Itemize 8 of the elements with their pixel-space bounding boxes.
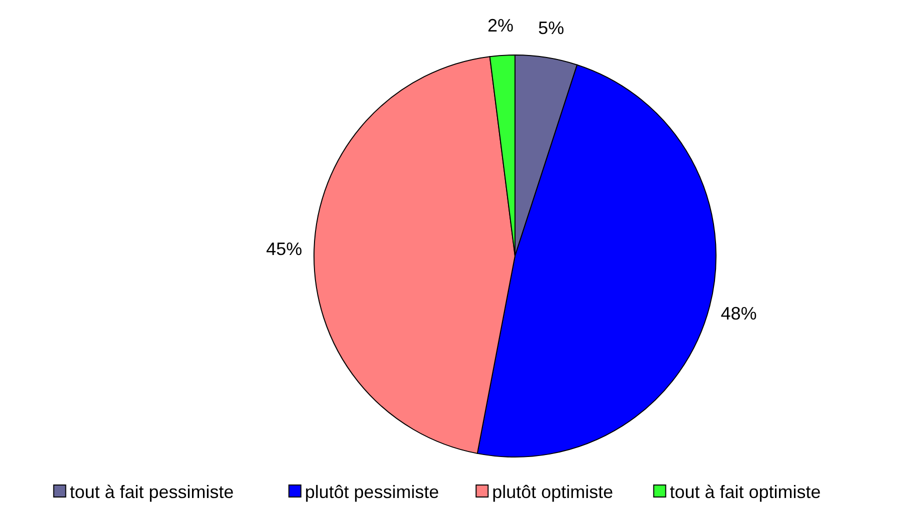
legend-label: tout à fait pessimiste: [70, 482, 234, 502]
legend-label: plutôt pessimiste: [304, 482, 439, 502]
data-label: 5%: [538, 18, 564, 38]
legend-label: plutôt optimiste: [492, 482, 614, 502]
data-label: 2%: [487, 15, 514, 36]
data-label: 45%: [266, 238, 302, 259]
legend-label: tout à fait optimiste: [670, 482, 821, 502]
data-label: 48%: [720, 303, 757, 324]
